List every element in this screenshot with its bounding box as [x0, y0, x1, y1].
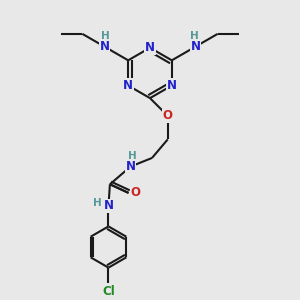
Text: O: O [131, 186, 141, 200]
Text: H: H [101, 31, 110, 41]
Text: N: N [125, 160, 136, 173]
Text: N: N [123, 79, 133, 92]
Text: N: N [190, 40, 200, 53]
Text: N: N [167, 79, 177, 92]
Text: N: N [100, 40, 110, 53]
Text: N: N [145, 41, 155, 54]
Text: N: N [103, 199, 113, 212]
Text: H: H [190, 31, 199, 41]
Text: O: O [163, 110, 173, 122]
Text: Cl: Cl [102, 285, 115, 298]
Text: H: H [128, 151, 136, 161]
Text: H: H [93, 198, 102, 208]
